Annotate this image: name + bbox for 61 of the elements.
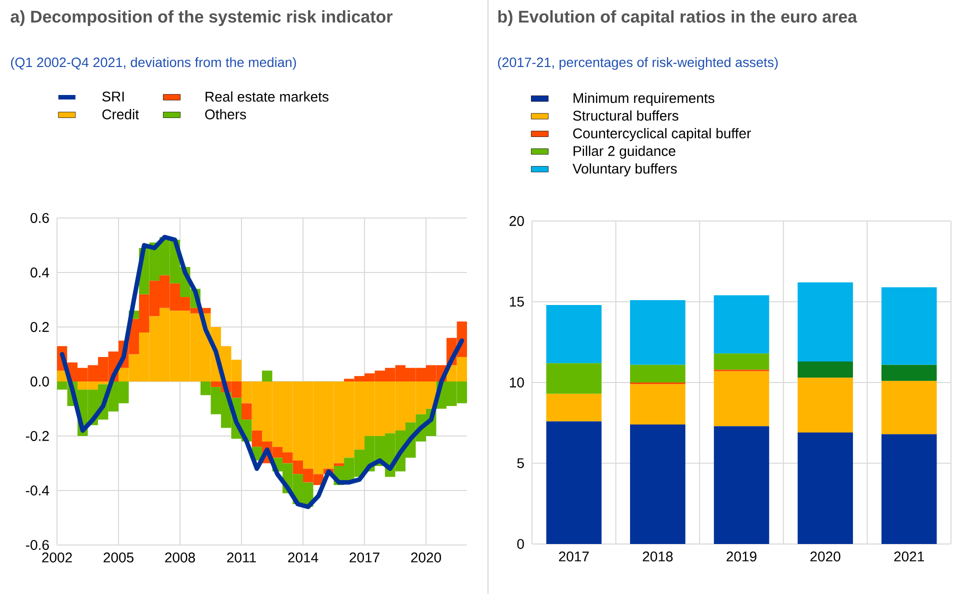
legend-label: Credit [102, 109, 139, 120]
bar [714, 426, 770, 544]
bar [546, 363, 602, 394]
y-tick-label: 20 [510, 216, 524, 226]
x-tick-label: 2021 [894, 552, 924, 562]
y-tick-label: -0.2 [26, 431, 49, 441]
x-tick-label: 2005 [104, 552, 134, 562]
y-tick-label: 0 [517, 539, 524, 549]
bar [798, 378, 853, 433]
legend-label: Structural buffers [573, 110, 678, 121]
legend-label: SRI [102, 92, 124, 102]
x-tick-label: 2002 [42, 552, 72, 562]
bar [334, 463, 344, 466]
bar [798, 362, 853, 378]
bar [798, 282, 853, 362]
bar [262, 370, 272, 382]
x-tick-label: 2020 [810, 552, 840, 562]
y-tick-label: 5 [517, 458, 524, 468]
x-tick-label: 2017 [559, 552, 589, 562]
x-tick-label: 2011 [227, 552, 256, 562]
legend-label: Minimum requirements [574, 92, 714, 106]
y-tick-label: 0.0 [30, 376, 49, 386]
x-tick-label: 2019 [726, 552, 756, 562]
y-tick-label: -0.4 [26, 486, 50, 496]
bar [881, 364, 937, 381]
bar [630, 384, 686, 424]
y-tick-label: -0.6 [26, 540, 49, 550]
x-tick-label: 2017 [350, 552, 380, 562]
bar [881, 287, 937, 365]
legend-label: Real estate markets [206, 91, 328, 102]
line-series [60, 234, 464, 510]
y-tick-label: 0.2 [30, 322, 49, 332]
y-tick-label: 0.6 [30, 213, 49, 223]
bar [242, 403, 252, 420]
legend-label: Countercyclical capital buffer [573, 128, 751, 142]
bar [546, 304, 602, 364]
legend-label: Pillar 2 guidance [574, 146, 676, 159]
chart-subtitle: (2017-21, percentages of risk-weighted assets) [498, 57, 778, 70]
bar [881, 434, 937, 544]
bar [546, 394, 602, 422]
bar [881, 380, 937, 434]
x-tick-label: 2020 [411, 552, 442, 562]
chart-subtitle: (Q1 2002-Q4 2021, deviations from the median) [11, 57, 296, 70]
bar [714, 295, 770, 354]
bar [546, 421, 602, 544]
bar [630, 424, 686, 544]
bar [714, 371, 770, 426]
x-tick-label: 2014 [288, 552, 318, 562]
legend-label: Voluntary buffers [572, 163, 677, 176]
x-tick-label: 2008 [165, 552, 195, 562]
y-tick-label: 10 [510, 378, 524, 388]
bar [798, 432, 853, 544]
y-tick-label: 0.4 [30, 268, 50, 278]
bar [630, 364, 686, 382]
chart-title: b) Evolution of capital ratios in the euro area [498, 10, 858, 26]
chart-title: a) Decomposition of the systemic risk indicator [10, 10, 393, 26]
legend-label: Others [205, 109, 246, 120]
bar [714, 353, 770, 370]
y-tick-label: 15 [510, 296, 524, 307]
x-tick-label: 2018 [642, 552, 673, 562]
bar [630, 300, 686, 365]
